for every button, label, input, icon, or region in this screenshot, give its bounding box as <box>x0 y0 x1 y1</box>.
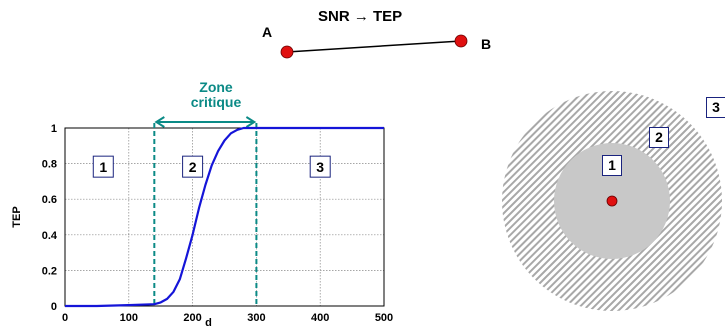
plot-area <box>65 128 384 306</box>
region-box <box>309 155 331 178</box>
y-tick-label: 0.4 <box>42 230 58 242</box>
coverage-diagram <box>502 91 722 311</box>
zone-arrow-right-head <box>245 116 257 128</box>
plot-frame <box>64 127 385 307</box>
region-label: 2 <box>189 159 197 175</box>
region-box <box>92 155 114 178</box>
zone-label-line2: critique <box>190 94 242 110</box>
zone-critique-label: Zone critique <box>156 80 276 110</box>
y-tick-label: 1 <box>51 123 57 135</box>
zone-label-line1: Zone <box>199 79 233 95</box>
region-label: 1 <box>99 159 107 175</box>
region-label: 3 <box>316 159 324 175</box>
center-node <box>606 195 618 207</box>
x-tick-label: 100 <box>120 312 138 324</box>
coverage-label-1: 1 <box>602 155 622 176</box>
tep-chart: 0 100 200 300 400 500 0 0.2 0.4 0.6 0.8 1 d TEP 1 2 3 <box>11 116 393 329</box>
x-tick-label: 400 <box>311 312 329 324</box>
x-tick-label: 200 <box>183 312 201 324</box>
x-tick-label: 500 <box>375 312 393 324</box>
node-a-label: A <box>262 24 273 40</box>
y-tick-label: 0 <box>51 301 57 313</box>
coverage-label-2: 2 <box>649 127 669 148</box>
x-tick-label: 300 <box>247 312 265 324</box>
x-axis-label: d <box>205 317 212 329</box>
link-line <box>286 40 462 53</box>
y-axis-label: TEP <box>11 206 23 227</box>
y-tick-label: 0.6 <box>42 194 57 206</box>
tep-curve <box>65 126 384 308</box>
y-tick-label: 0.8 <box>42 159 57 171</box>
diagram-title: SNR → TEP <box>318 8 403 25</box>
zone-arrow-left-head <box>154 116 165 128</box>
node-b <box>454 34 468 48</box>
coverage-label-3: 3 <box>706 97 725 118</box>
x-tick-label: 0 <box>62 312 68 324</box>
y-tick-label: 0.2 <box>42 265 57 277</box>
region-box <box>182 155 204 178</box>
node-a <box>280 45 294 59</box>
link-diagram <box>280 34 468 59</box>
node-b-label: B <box>481 36 492 52</box>
